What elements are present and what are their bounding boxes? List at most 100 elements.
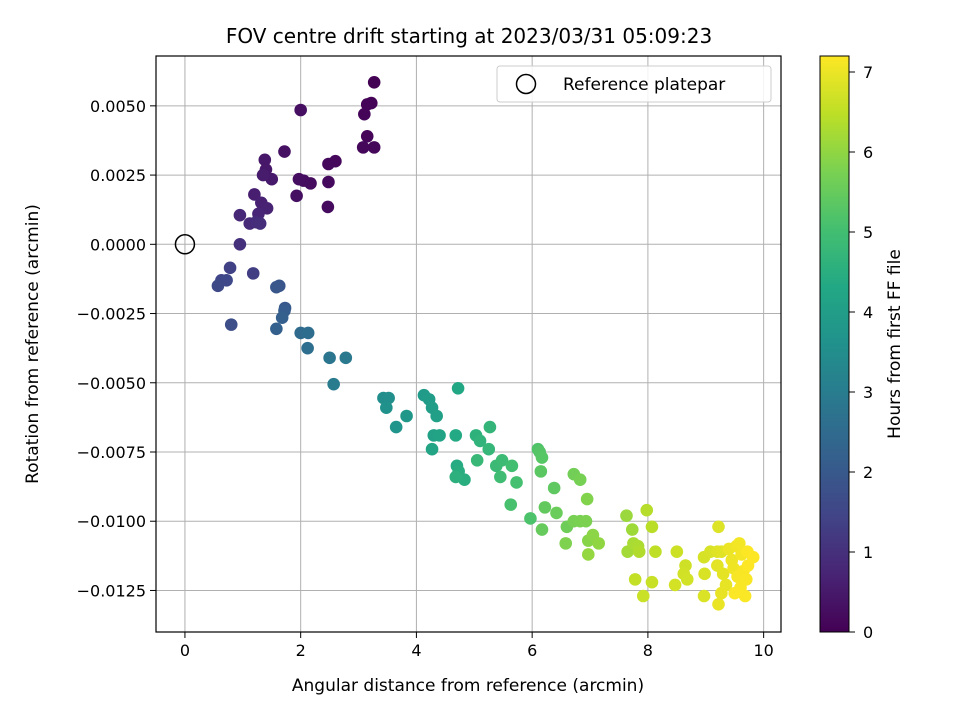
data-point [628,573,642,586]
x-axis-label: Angular distance from reference (arcmin) [292,676,644,696]
data-point [430,409,443,423]
data-point [449,470,463,484]
x-tick-label: 6 [527,641,537,660]
data-point [339,351,353,365]
data-point [246,267,260,280]
reference-marker [174,234,196,255]
data-point [233,208,247,222]
data-point [473,434,487,448]
data-point [367,141,381,154]
data-point [620,509,633,522]
colorbar: 0 1 2 3 4 5 6 7 Hours from first FF file [819,55,905,642]
data-point [645,520,659,534]
colorbar-ticks: 0 1 2 3 4 5 6 7 [849,63,873,642]
y-tick-label: 0.0050 [90,97,146,116]
x-tick-label: 8 [643,641,653,660]
reference-point [174,234,196,255]
data-point [382,391,395,405]
colorbar-tick-label: 7 [863,63,873,82]
colorbar-label: Hours from first FF file [885,249,905,439]
colorbar-tick-label: 4 [863,303,873,322]
data-point [275,311,289,324]
data-point [482,442,496,456]
data-point [510,476,523,489]
data-point [356,141,370,154]
data-point [715,586,728,600]
x-tick-label: 2 [296,641,306,660]
data-point [580,492,594,506]
data-point [323,351,336,365]
colorbar-tick-label: 6 [863,143,873,162]
data-point [738,589,752,603]
data-point [433,429,446,442]
data-point [256,168,270,182]
y-axis-ticks: 0.0050 0.0025 0.0000 −0.0025 −0.0050 −0.0075 −… [77,97,156,600]
legend-box [496,65,772,103]
y-axis-label: Rotation from reference (arcmin) [23,204,43,484]
data-point [223,261,237,275]
data-point [716,567,730,581]
y-tick-label: −0.0125 [77,581,146,600]
data-point [360,98,374,111]
legend-reference-marker [515,73,537,95]
x-tick-label: 10 [753,641,773,660]
data-point [645,575,659,589]
data-point [358,107,371,121]
data-point [670,545,684,558]
data-point [636,589,650,603]
y-tick-label: −0.0050 [77,374,146,393]
data-point [278,145,291,158]
data-point [712,520,725,534]
legend-label-reference-platepar: Reference platepar [563,75,725,95]
data-point [535,451,549,464]
y-tick-label: −0.0075 [77,443,146,462]
data-point [380,401,393,414]
data-point [322,157,335,171]
data-point [625,523,639,536]
x-tick-label: 4 [411,641,421,660]
data-point [592,537,606,550]
data-point [224,318,238,331]
data-point [573,473,587,486]
y-tick-label: −0.0100 [77,512,146,531]
data-points [211,76,760,611]
data-point [505,459,519,473]
data-point [632,545,646,558]
colorbar-tick-label: 2 [863,463,873,482]
legend: Reference platepar [496,65,772,103]
data-point [559,537,573,550]
data-point [321,200,335,214]
data-point [640,503,654,517]
data-point [389,420,403,434]
data-point [301,326,315,340]
data-point [538,501,552,514]
colorbar-tick-label: 1 [863,543,873,562]
y-tick-label: −0.0025 [77,305,146,324]
data-point [322,175,335,189]
data-point [290,189,303,203]
data-point [270,280,283,294]
colorbar-tick-label: 0 [863,623,873,642]
data-point [741,559,755,572]
colorbar-gradient [819,55,850,633]
data-point [495,454,509,467]
data-point [547,481,561,495]
data-point [649,545,662,558]
data-point [698,567,711,581]
data-point [327,377,340,391]
data-point [367,76,381,89]
data-point [470,454,484,467]
data-point [483,420,497,434]
y-tick-label: 0.0025 [90,166,146,185]
colorbar-tick-label: 5 [863,223,873,242]
x-tick-label: 0 [180,641,190,660]
data-point [425,442,439,456]
data-point [400,409,413,423]
data-point [494,470,507,484]
data-point [253,217,267,230]
data-point [581,548,595,561]
plot-frame [155,55,782,633]
data-point [248,188,261,201]
y-tick-label: 0.0000 [90,235,146,254]
